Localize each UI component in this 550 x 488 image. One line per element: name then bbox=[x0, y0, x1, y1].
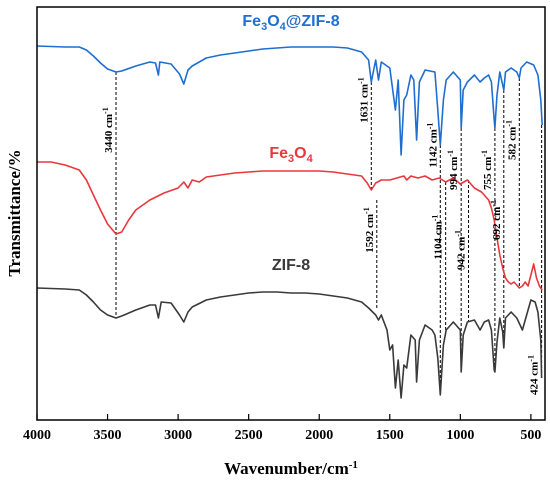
x-tick-label: 2000 bbox=[305, 428, 333, 443]
spectra bbox=[36, 45, 543, 399]
x-tick-label: 3000 bbox=[164, 428, 192, 443]
x-tick-label: 2500 bbox=[235, 428, 263, 443]
series-label-0: Fe3O4@ZIF-8 bbox=[242, 13, 339, 33]
y-axis-label: Transmittance/% bbox=[5, 149, 24, 276]
annotation-labels: 3440 cm-1 1631 cm-1 1592 cm-1 1142 cm-1 1104… bbox=[101, 77, 541, 395]
annotation-label: 1631 cm-1 bbox=[356, 77, 370, 122]
annotation-label: 692 cm-1 bbox=[489, 200, 503, 240]
series-line-2 bbox=[36, 287, 543, 399]
series-labels: Fe3O4@ZIF-8 Fe3O4 ZIF-8 bbox=[242, 13, 339, 274]
annotation-label: 994 cm-1 bbox=[446, 150, 460, 190]
x-tick-label: 4000 bbox=[23, 428, 51, 443]
annotation-label: 582 cm-1 bbox=[504, 120, 518, 160]
x-axis-ticks: 4000 3500 3000 2500 2000 1500 1000 500 bbox=[23, 414, 541, 443]
x-tick-label: 1500 bbox=[376, 428, 404, 443]
series-line-1 bbox=[37, 161, 543, 291]
x-axis-label: Wavenumber/cm-1 bbox=[224, 459, 358, 478]
annotation-label: 3440 cm-1 bbox=[101, 107, 115, 152]
annotation-label: 424 cm-1 bbox=[527, 355, 541, 395]
x-tick-label: 500 bbox=[520, 428, 541, 443]
x-tick-label: 3500 bbox=[94, 428, 122, 443]
annotation-label: 755 cm-1 bbox=[480, 150, 494, 190]
annotation-label: 1592 cm-1 bbox=[362, 207, 376, 252]
annotation-label: 942 cm-1 bbox=[454, 230, 468, 270]
annotation-label: 1142 cm-1 bbox=[425, 123, 439, 168]
series-label-1: Fe3O4 bbox=[269, 145, 313, 165]
annotation-guides bbox=[115, 72, 543, 395]
series-label-2: ZIF-8 bbox=[272, 257, 310, 274]
plot-frame bbox=[36, 6, 546, 421]
annotation-label: 1104 cm-1 bbox=[431, 215, 445, 260]
series-line-0 bbox=[36, 45, 543, 156]
x-tick-label: 1000 bbox=[446, 428, 474, 443]
